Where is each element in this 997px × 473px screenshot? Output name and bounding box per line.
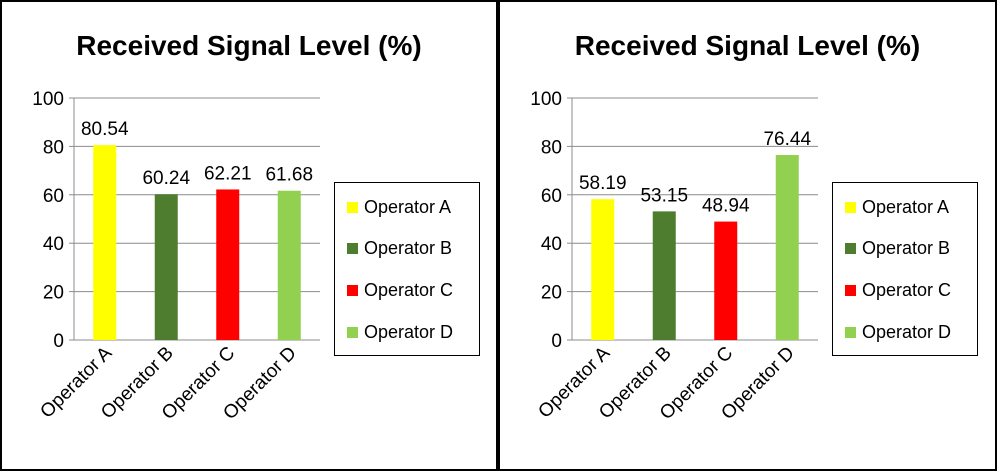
legend-label: Operator A	[862, 196, 950, 217]
legend-label: Operator B	[862, 237, 951, 258]
y-tick-label: 20	[43, 283, 64, 304]
chart-title: Received Signal Level (%)	[574, 30, 921, 61]
data-label: 76.44	[763, 129, 811, 150]
y-tick-label: 100	[32, 89, 64, 110]
y-tick-label: 80	[541, 137, 562, 158]
data-label: 61.68	[265, 165, 313, 186]
data-label: 48.94	[702, 196, 750, 217]
legend-swatch	[347, 201, 358, 213]
legend-label: Operator D	[862, 321, 952, 342]
bar	[154, 194, 178, 340]
legend-swatch	[845, 326, 856, 338]
chart-panel-right: Received Signal Level (%) 0 20 40 60 80 100 58…	[498, 0, 997, 471]
y-tick-label: 0	[551, 331, 562, 352]
legend-label: Operator C	[364, 279, 454, 300]
legend-label: Operator B	[364, 237, 453, 258]
legend-swatch	[845, 201, 856, 213]
legend-item-operator-b: Operator B	[845, 236, 950, 260]
data-label: 58.19	[579, 173, 627, 194]
y-tick-label: 0	[53, 331, 64, 352]
data-label: 62.21	[204, 163, 252, 184]
y-tick-label: 60	[43, 186, 64, 207]
chart-panel-left: Received Signal Level (%) 0 20 40 60 80 100 80…	[0, 0, 498, 471]
legend-item-operator-b: Operator B	[347, 236, 452, 260]
bar	[652, 211, 676, 340]
legend-label: Operator C	[862, 279, 952, 300]
legend-swatch	[845, 242, 856, 254]
data-label: 80.54	[81, 119, 129, 140]
chart-legend: Operator A Operator B Operator C Operato…	[334, 182, 480, 356]
legend-item-operator-a: Operator A	[845, 195, 949, 219]
legend-item-operator-d: Operator D	[845, 320, 951, 344]
legend-swatch	[347, 284, 358, 296]
bar	[216, 189, 240, 340]
legend-label: Operator A	[364, 196, 452, 217]
bar	[93, 145, 117, 340]
legend-item-operator-c: Operator C	[845, 278, 951, 302]
y-tick-label: 20	[541, 283, 562, 304]
y-tick-label: 80	[43, 137, 64, 158]
y-tick-label: 40	[541, 234, 562, 255]
bar	[714, 221, 738, 340]
bar	[277, 190, 301, 340]
chart-title: Received Signal Level (%)	[76, 30, 422, 61]
legend-item-operator-c: Operator C	[347, 278, 453, 302]
legend-label: Operator D	[364, 321, 454, 342]
bar	[591, 199, 615, 340]
bar	[775, 155, 799, 340]
data-label: 53.15	[640, 185, 688, 206]
y-tick-label: 100	[530, 89, 562, 110]
legend-item-operator-d: Operator D	[347, 320, 453, 344]
legend-item-operator-a: Operator A	[347, 195, 451, 219]
y-tick-label: 40	[43, 234, 64, 255]
chart-legend: Operator A Operator B Operator C Operato…	[832, 182, 978, 356]
data-label: 60.24	[142, 168, 190, 189]
legend-swatch	[347, 242, 358, 254]
legend-swatch	[845, 284, 856, 296]
y-tick-label: 60	[541, 186, 562, 207]
legend-swatch	[347, 326, 358, 338]
